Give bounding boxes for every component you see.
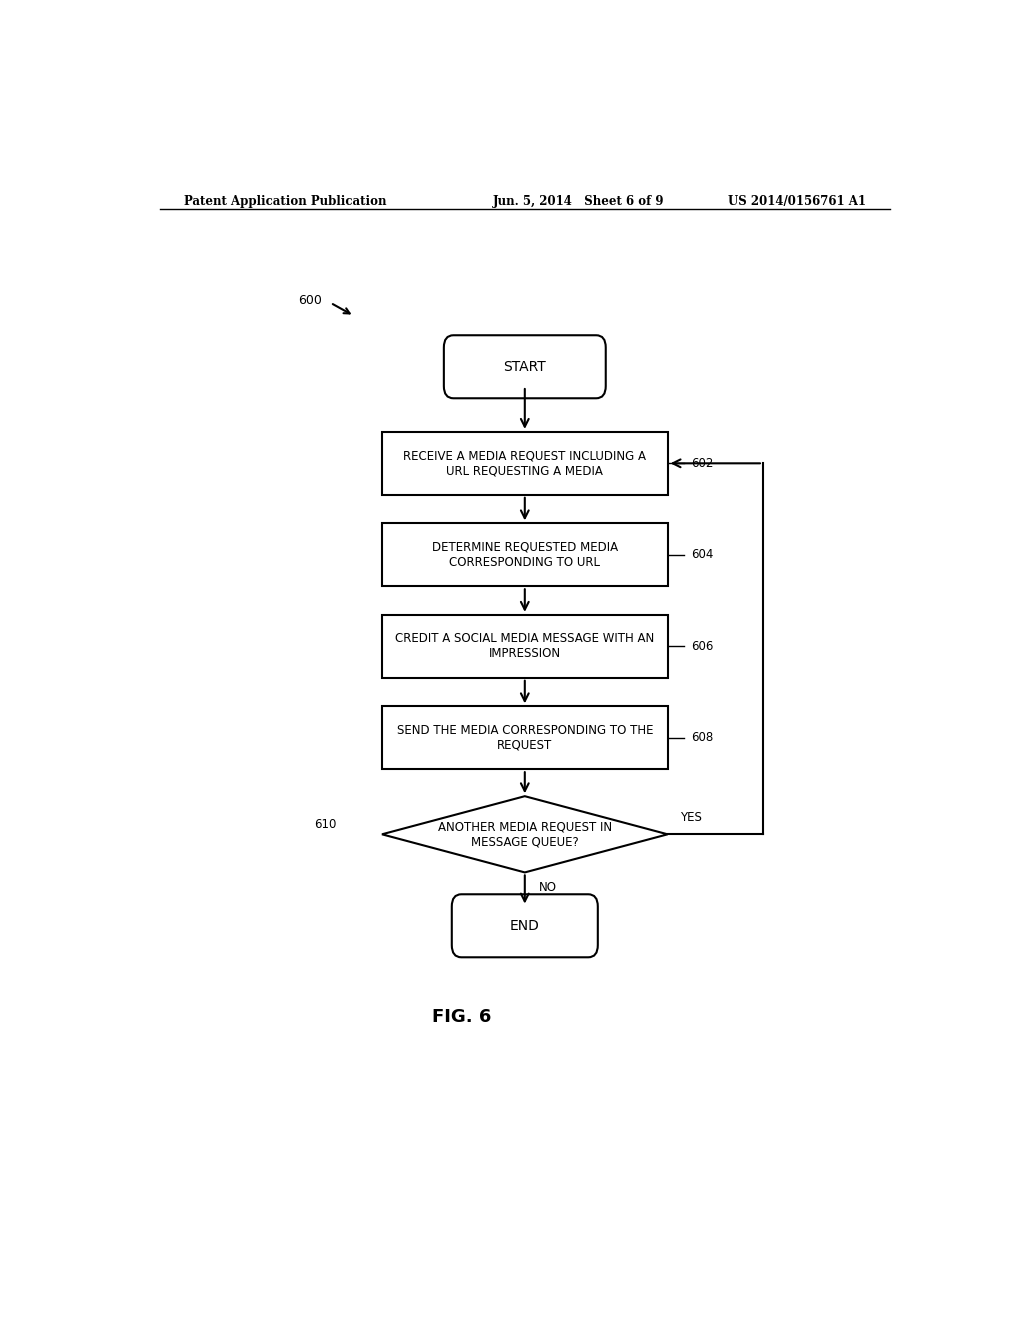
Text: 602: 602	[691, 457, 714, 470]
Text: YES: YES	[680, 812, 701, 824]
Bar	[382, 706, 668, 770]
Text: RECEIVE A MEDIA REQUEST INCLUDING A
URL REQUESTING A MEDIA: RECEIVE A MEDIA REQUEST INCLUDING A URL …	[403, 449, 646, 478]
Text: START: START	[504, 360, 546, 374]
Bar	[382, 432, 668, 495]
Text: CREDIT A SOCIAL MEDIA MESSAGE WITH AN
IMPRESSION: CREDIT A SOCIAL MEDIA MESSAGE WITH AN IM…	[395, 632, 654, 660]
Bar	[382, 615, 668, 677]
FancyBboxPatch shape	[452, 894, 598, 957]
Text: DETERMINE REQUESTED MEDIA
CORRESPONDING TO URL: DETERMINE REQUESTED MEDIA CORRESPONDING …	[432, 541, 617, 569]
Bar	[382, 523, 668, 586]
Text: Patent Application Publication: Patent Application Publication	[183, 194, 386, 207]
FancyBboxPatch shape	[443, 335, 606, 399]
Text: ANOTHER MEDIA REQUEST IN
MESSAGE QUEUE?: ANOTHER MEDIA REQUEST IN MESSAGE QUEUE?	[437, 820, 612, 849]
Text: 604: 604	[691, 548, 714, 561]
Text: 600: 600	[299, 294, 323, 308]
Text: NO: NO	[539, 880, 557, 894]
Text: Jun. 5, 2014   Sheet 6 of 9: Jun. 5, 2014 Sheet 6 of 9	[494, 194, 665, 207]
Text: 610: 610	[314, 817, 337, 830]
Text: FIG. 6: FIG. 6	[432, 1008, 490, 1026]
Text: SEND THE MEDIA CORRESPONDING TO THE
REQUEST: SEND THE MEDIA CORRESPONDING TO THE REQU…	[396, 723, 653, 752]
Text: END: END	[510, 919, 540, 933]
Text: US 2014/0156761 A1: US 2014/0156761 A1	[728, 194, 866, 207]
Text: 606: 606	[691, 640, 714, 653]
Polygon shape	[382, 796, 668, 873]
Text: 608: 608	[691, 731, 714, 744]
